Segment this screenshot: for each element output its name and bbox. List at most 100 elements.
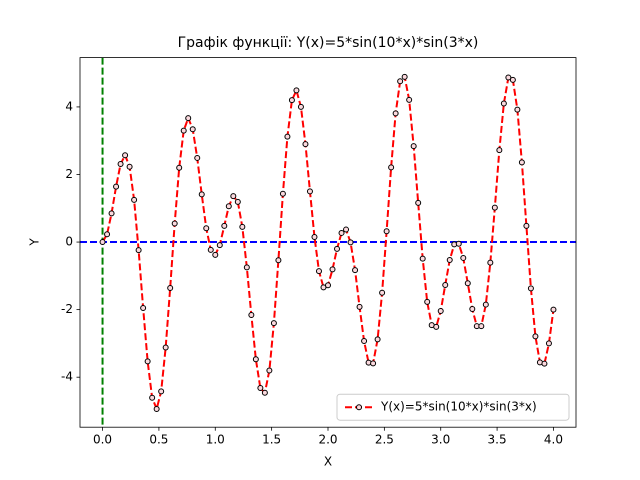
data-point — [288, 97, 295, 104]
data-point — [203, 225, 210, 232]
x-tick-label: 2.0 — [318, 433, 337, 447]
data-point — [491, 204, 498, 211]
data-point — [122, 152, 129, 159]
data-point — [284, 133, 291, 140]
data-point — [315, 268, 322, 275]
data-point — [464, 280, 471, 287]
data-point — [442, 281, 449, 288]
data-point — [500, 100, 507, 107]
data-point — [455, 240, 462, 247]
data-point — [239, 223, 246, 230]
data-point — [397, 78, 404, 85]
data-point — [352, 267, 359, 274]
data-point — [338, 229, 345, 236]
data-point — [275, 257, 282, 264]
x-tick-label: 3.0 — [431, 433, 450, 447]
data-point — [518, 159, 525, 166]
data-point — [216, 242, 223, 249]
data-point — [104, 231, 111, 238]
x-tick-label: 3.5 — [488, 433, 507, 447]
data-point — [311, 233, 318, 240]
data-point — [207, 246, 214, 253]
data-point — [176, 164, 183, 171]
data-point — [523, 222, 530, 229]
legend-marker — [356, 404, 362, 411]
data-point — [198, 191, 205, 198]
data-point — [158, 388, 165, 395]
data-point — [374, 336, 381, 343]
data-point — [270, 320, 277, 327]
data-point — [527, 285, 534, 292]
data-point — [212, 251, 219, 258]
data-point — [194, 154, 201, 161]
data-point — [171, 220, 178, 227]
x-tick-label: 4.0 — [544, 433, 563, 447]
data-point — [482, 301, 489, 308]
data-point — [509, 76, 516, 83]
data-point — [361, 338, 368, 345]
x-tick-label: 1.0 — [206, 433, 225, 447]
y-tick-label: 4 — [65, 99, 73, 113]
data-point — [117, 161, 124, 168]
data-point — [383, 228, 390, 235]
y-tick-label: 0 — [65, 235, 73, 249]
axes-frame — [79, 57, 577, 428]
data-point — [424, 298, 431, 305]
data-point — [406, 96, 413, 103]
data-point — [113, 183, 120, 190]
data-point — [230, 193, 237, 200]
data-point — [248, 312, 255, 319]
x-tick-label: 2.5 — [375, 433, 394, 447]
chart-title: Графік функції: Y(x)=5*sin(10*x)*sin(3*x… — [178, 35, 479, 51]
data-point — [325, 282, 331, 289]
data-point — [334, 245, 341, 252]
data-point — [496, 147, 503, 154]
data-point — [410, 143, 417, 150]
data-point — [302, 141, 309, 148]
data-point — [541, 360, 548, 367]
data-point — [126, 163, 133, 170]
plot-area — [80, 57, 576, 428]
data-point — [532, 333, 539, 340]
data-point — [252, 356, 259, 363]
y-tick-label: 2 — [65, 167, 73, 181]
data-point — [108, 210, 115, 217]
legend-label: Y(x)=5*sin(10*x)*sin(3*x) — [380, 400, 537, 414]
data-point — [257, 385, 264, 392]
y-tick-label: -2 — [61, 302, 73, 316]
data-point — [279, 190, 286, 197]
data-point — [140, 304, 147, 311]
data-point — [225, 203, 232, 210]
data-point — [505, 74, 512, 81]
data-point — [180, 127, 187, 134]
data-point — [266, 367, 273, 374]
data-point — [153, 405, 160, 412]
data-point — [460, 254, 467, 261]
data-point — [144, 358, 151, 365]
data-point — [469, 305, 476, 312]
data-point — [189, 126, 196, 133]
data-point — [149, 394, 156, 401]
data-point — [433, 323, 440, 330]
data-point — [221, 222, 228, 229]
data-point — [487, 259, 494, 266]
data-point — [356, 303, 363, 310]
data-point — [167, 285, 174, 292]
data-point — [514, 106, 521, 113]
y-axis-label: Y — [28, 238, 42, 247]
data-point — [131, 196, 138, 203]
data-point — [293, 87, 300, 94]
data-point — [415, 199, 422, 206]
data-point — [162, 344, 169, 351]
data-point — [370, 360, 377, 367]
data-point — [401, 73, 408, 80]
x-axis-label: X — [324, 455, 332, 469]
data-point — [478, 323, 485, 330]
data-point — [392, 110, 399, 117]
data-point — [545, 340, 552, 347]
data-point — [234, 198, 241, 205]
data-point — [347, 239, 354, 246]
data-point — [185, 115, 192, 122]
data-point — [388, 164, 395, 171]
